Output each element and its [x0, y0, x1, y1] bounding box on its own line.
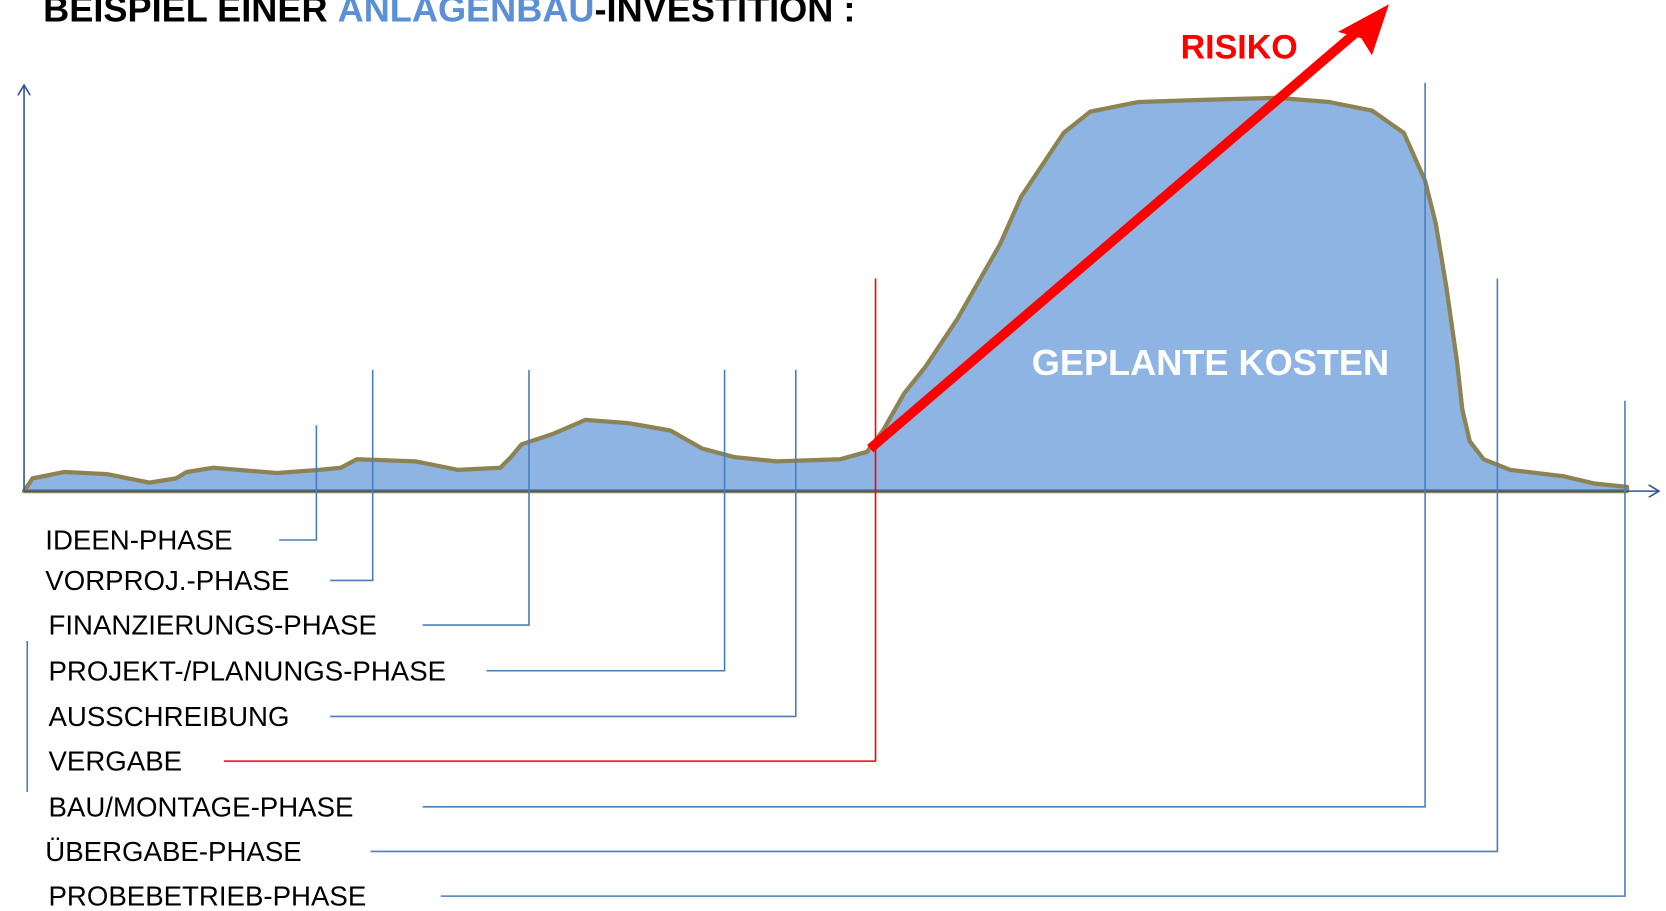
risk-arrow-head — [1337, 4, 1389, 56]
risk-arrow — [867, 26, 1363, 453]
phase-connector — [330, 369, 374, 582]
phase-connector — [440, 400, 1626, 897]
phase-label: FINANZIERUNGS-PHASE — [48, 610, 376, 641]
phase-connector — [223, 278, 877, 762]
area-label: GEPLANTE KOSTEN — [1032, 342, 1389, 383]
title-suffix: -INVESTITION : — [595, 0, 856, 29]
phase-connector — [279, 425, 318, 541]
phase-label: PROJEKT-/PLANUNGS-PHASE — [48, 655, 446, 686]
cost-area — [21, 95, 1630, 494]
phase-connector — [330, 369, 797, 718]
phase-label: ÜBERGABE-PHASE — [45, 836, 301, 867]
phase-label: BAU/MONTAGE-PHASE — [48, 791, 353, 822]
phase-label: IDEEN-PHASE — [45, 525, 232, 556]
phase-connector — [370, 278, 1499, 853]
phase-label: AUSSCHREIBUNG — [48, 701, 289, 732]
phase-connector — [422, 369, 530, 626]
phase-label: VORPROJ.-PHASE — [45, 565, 289, 596]
phase-label: PROBEBETRIEB-PHASE — [48, 881, 366, 911]
phase-connector — [422, 82, 1426, 808]
title-prefix: BEISPIEL EINER — [43, 0, 327, 29]
phase-list: IDEEN-PHASE VORPROJ.-PHASE FINANZIERUNGS-P… — [45, 82, 1626, 911]
title: BEISPIEL EINER ANLAGENBAU-INVESTITION : — [43, 0, 855, 29]
phase-label: VERGABE — [48, 746, 182, 777]
risk-label: RISIKO — [1181, 28, 1298, 66]
title-highlight: ANLAGENBAU — [338, 0, 595, 29]
phase-connector — [486, 369, 726, 672]
